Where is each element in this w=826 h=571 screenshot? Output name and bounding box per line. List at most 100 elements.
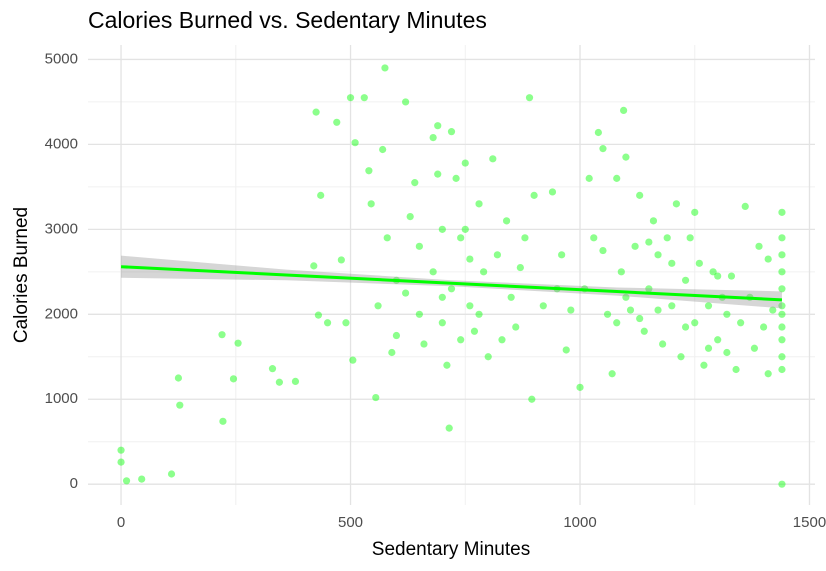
point xyxy=(525,94,534,102)
point xyxy=(484,353,492,361)
x-tick-label: 1500 xyxy=(793,514,826,531)
point xyxy=(631,242,639,250)
point xyxy=(691,208,699,216)
point xyxy=(769,306,777,314)
point xyxy=(342,319,350,327)
point xyxy=(434,170,442,178)
point xyxy=(562,346,570,354)
point xyxy=(512,323,520,331)
point xyxy=(167,470,176,478)
point xyxy=(663,234,671,242)
point xyxy=(778,208,786,216)
point xyxy=(755,242,763,250)
trend-line xyxy=(120,265,783,302)
point xyxy=(613,319,621,327)
point xyxy=(406,212,414,221)
point xyxy=(314,311,323,319)
point xyxy=(312,108,320,116)
y-tick-label: 3000 xyxy=(45,220,78,237)
point xyxy=(764,370,772,378)
point xyxy=(234,339,242,347)
point xyxy=(677,353,685,361)
point xyxy=(778,323,786,331)
point xyxy=(681,276,690,284)
y-tick-label: 1000 xyxy=(45,390,78,407)
point xyxy=(445,424,453,432)
point xyxy=(229,375,238,383)
point xyxy=(360,94,368,102)
point xyxy=(626,306,635,314)
point xyxy=(636,191,644,199)
point xyxy=(778,480,786,488)
point xyxy=(636,314,644,323)
point xyxy=(654,306,662,314)
point xyxy=(695,259,703,267)
point xyxy=(599,246,607,255)
point xyxy=(429,133,437,142)
point xyxy=(117,446,125,454)
point xyxy=(420,340,428,348)
point xyxy=(599,145,607,153)
point xyxy=(372,393,380,402)
point xyxy=(317,191,325,199)
point xyxy=(778,365,786,374)
point xyxy=(590,234,598,242)
point xyxy=(659,340,667,348)
point xyxy=(461,225,469,233)
point xyxy=(668,259,676,267)
point xyxy=(443,361,451,369)
point xyxy=(457,336,465,344)
y-tick-label: 0 xyxy=(70,475,78,492)
point xyxy=(778,302,786,310)
point xyxy=(622,293,630,301)
point xyxy=(620,106,628,115)
point xyxy=(704,344,713,352)
point xyxy=(383,234,391,242)
point xyxy=(461,159,469,167)
point xyxy=(764,255,772,263)
point xyxy=(700,361,708,369)
point xyxy=(291,377,300,385)
point xyxy=(617,268,625,276)
point xyxy=(174,374,183,382)
point xyxy=(714,336,722,344)
point xyxy=(475,200,483,208)
point xyxy=(732,365,740,374)
y-tick-label: 2000 xyxy=(45,305,78,322)
point xyxy=(268,365,277,373)
point xyxy=(415,242,423,250)
point xyxy=(493,251,501,259)
point xyxy=(548,188,557,196)
point xyxy=(778,234,786,242)
point xyxy=(778,336,786,344)
point xyxy=(466,255,474,263)
x-tick-label: 1000 xyxy=(563,514,596,531)
point xyxy=(558,251,566,259)
point xyxy=(567,306,575,314)
point xyxy=(778,285,786,293)
point xyxy=(117,458,125,466)
point xyxy=(351,139,359,147)
point xyxy=(737,319,745,327)
point xyxy=(379,145,387,154)
chart-title: Calories Burned vs. Sedentary Minutes xyxy=(88,7,487,33)
point xyxy=(219,417,227,425)
point xyxy=(672,200,680,208)
point xyxy=(138,475,146,483)
point xyxy=(709,268,717,276)
point xyxy=(367,200,375,208)
point xyxy=(310,262,318,270)
point xyxy=(438,293,446,301)
point xyxy=(654,251,662,259)
point xyxy=(530,191,538,199)
point xyxy=(741,202,749,211)
point xyxy=(411,179,419,187)
point xyxy=(438,319,446,327)
point xyxy=(576,383,584,391)
point xyxy=(429,268,437,276)
point xyxy=(498,336,506,344)
y-axis-title: Calories Burned xyxy=(11,207,32,343)
point xyxy=(704,302,713,310)
point xyxy=(438,225,446,233)
